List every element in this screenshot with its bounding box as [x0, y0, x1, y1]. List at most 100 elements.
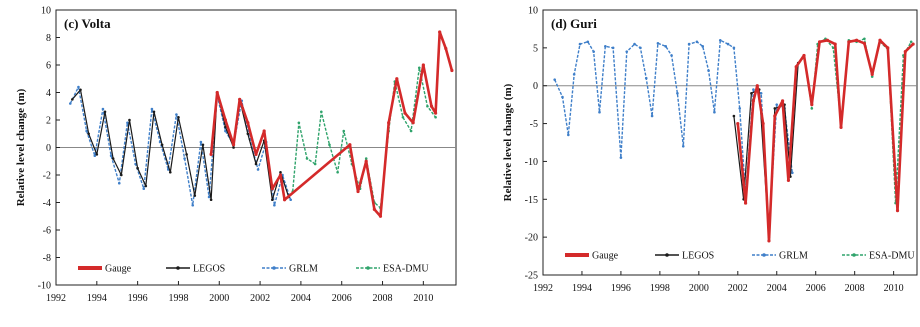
data-point-esa-dmu [409, 129, 413, 133]
data-point-gauge [855, 38, 859, 42]
y-tick-label: -10 [525, 157, 538, 168]
data-point-gauge [278, 173, 283, 177]
data-point-gauge [773, 114, 777, 118]
data-point-grlm [695, 40, 699, 44]
data-point-legos [185, 153, 188, 156]
data-point-gauge [751, 99, 755, 103]
x-tick-label: 1998 [168, 293, 188, 304]
data-point-gauge [231, 143, 236, 147]
data-point-gauge [433, 111, 438, 115]
data-point-legos [279, 170, 282, 174]
data-point-gauge [421, 63, 425, 67]
plot-frame [542, 9, 918, 276]
data-point-esa-dmu [364, 157, 368, 160]
data-point-grlm [664, 45, 668, 48]
data-point-grlm [713, 110, 716, 114]
data-point-gauge [903, 50, 907, 54]
y-tick-label: -6 [43, 226, 51, 237]
data-point-gauge [438, 30, 442, 34]
x-tick-label: 1992 [533, 283, 553, 294]
data-point-grlm [701, 45, 705, 48]
data-point-grlm [656, 42, 660, 45]
data-point-esa-dmu [831, 46, 835, 50]
data-point-gauge [802, 53, 806, 58]
x-tick-label: 1998 [650, 283, 670, 294]
data-point-grlm [85, 129, 88, 133]
x-tick-label: 2000 [689, 283, 709, 294]
data-point-gauge [215, 90, 219, 95]
data-point-grlm [775, 103, 779, 106]
data-point-grlm [625, 50, 629, 53]
data-point-grlm [199, 140, 203, 144]
data-point-legos [79, 88, 82, 92]
panel-title: (c) Volta [64, 16, 111, 31]
y-tick-label: 6 [46, 61, 51, 72]
data-point-gauge [839, 125, 843, 129]
data-point-grlm [598, 110, 601, 114]
data-point-grlm [670, 54, 673, 57]
data-point-grlm [619, 156, 623, 159]
data-point-grlm [633, 42, 636, 46]
y-tick-label: 2 [46, 116, 51, 127]
legend-label-grlm: GRLM [289, 264, 318, 275]
data-point-legos [103, 110, 107, 114]
data-point-grlm [752, 88, 755, 91]
data-point-grlm [644, 76, 648, 80]
data-point-gauge [743, 201, 748, 205]
data-point-legos [168, 170, 172, 174]
data-point-grlm [738, 107, 742, 110]
data-point-grlm [681, 144, 685, 148]
data-point-grlm [759, 91, 763, 95]
data-point-gauge [411, 121, 415, 125]
data-point-esa-dmu [328, 143, 331, 147]
x-tick-label: 1992 [46, 293, 66, 304]
legend-marker-grlm [272, 266, 276, 270]
x-tick-label: 1994 [572, 283, 592, 294]
data-point-gauge [862, 41, 867, 45]
x-tick-label: 2002 [250, 293, 270, 304]
data-point-gauge [761, 121, 765, 126]
data-point-grlm [586, 40, 590, 44]
data-point-esa-dmu [434, 115, 437, 119]
data-point-gauge [794, 65, 798, 69]
data-point-grlm [611, 46, 615, 50]
legend-label-esa-dmu: ESA-DMU [383, 264, 429, 275]
y-tick-label: -25 [525, 271, 538, 282]
data-point-gauge [209, 152, 213, 156]
x-tick-label: 1996 [611, 283, 631, 294]
data-point-esa-dmu [426, 104, 429, 108]
data-point-grlm [791, 171, 794, 175]
data-point-grlm [572, 73, 576, 76]
data-point-grlm [142, 187, 146, 191]
data-point-grlm [68, 102, 72, 105]
data-point-gauge [372, 207, 376, 211]
data-point-grlm [639, 46, 642, 50]
x-tick-label: 1994 [87, 293, 107, 304]
x-tick-label: 2006 [806, 283, 826, 294]
series-line-esa-dmu [795, 38, 912, 204]
data-point-legos [750, 91, 753, 95]
y-tick-label: -8 [43, 253, 51, 264]
data-point-esa-dmu [870, 75, 874, 78]
data-point-esa-dmu [417, 66, 421, 70]
y-axis-label: Relative level change (m) [15, 88, 27, 206]
data-point-gauge [238, 97, 242, 101]
data-point-gauge [378, 214, 383, 218]
data-point-gauge [847, 40, 851, 44]
data-point-gauge [246, 121, 250, 125]
y-tick-label: 10 [41, 6, 51, 17]
data-point-grlm [183, 157, 186, 160]
data-point-gauge [833, 42, 837, 46]
data-point-grlm [77, 85, 80, 89]
data-point-legos [160, 143, 164, 147]
data-point-legos [144, 184, 148, 188]
data-point-grlm [578, 42, 582, 46]
data-point-grlm [718, 38, 722, 42]
legend-label-gauge: Gauge [105, 264, 132, 275]
x-tick-label: 2000 [209, 293, 229, 304]
data-point-grlm [126, 121, 129, 125]
data-point-grlm [687, 42, 691, 46]
data-point-esa-dmu [305, 157, 309, 160]
data-point-legos [271, 198, 274, 202]
